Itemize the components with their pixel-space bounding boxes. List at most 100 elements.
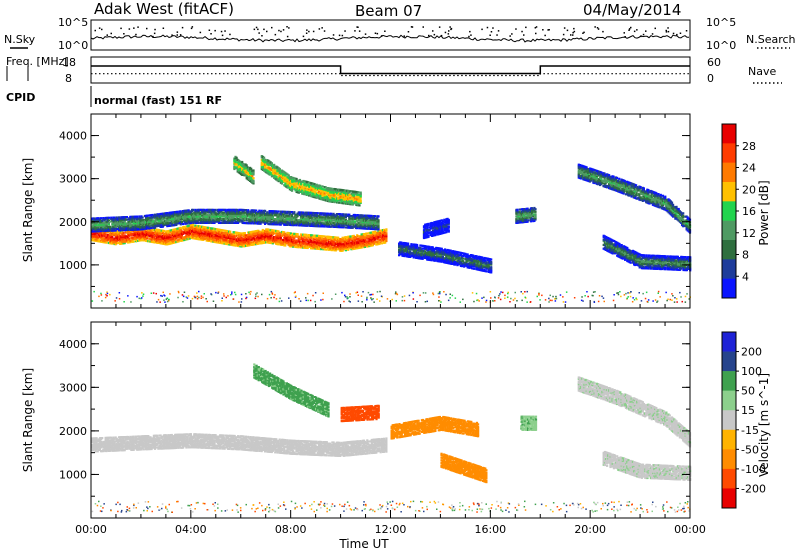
- range-gate-cell: [271, 172, 275, 175]
- range-gate-cell: [291, 179, 294, 182]
- range-gate-cell: [214, 237, 217, 240]
- range-gate-cell: [229, 238, 232, 241]
- range-gate-cell: [261, 160, 264, 164]
- range-gate-cell: [258, 209, 261, 212]
- freq-label: Freq. [MHz]: [6, 55, 69, 68]
- range-gate-cell: [345, 219, 349, 223]
- range-gate-cell: [106, 239, 109, 242]
- range-gate-cell: [323, 225, 326, 228]
- range-gate-cell: [292, 217, 295, 220]
- range-gate-cell: [257, 221, 260, 224]
- range-gate-cell: [93, 238, 96, 241]
- nsearch-point: [110, 32, 112, 35]
- noise-series: [90, 26, 690, 43]
- range-gate-cell: [231, 217, 234, 221]
- range-gate-cell: [248, 241, 251, 244]
- range-gate-cell: [350, 246, 353, 249]
- range-gate-cell: [303, 240, 306, 243]
- nsearch-point: [596, 27, 599, 29]
- range-gate-cell: [197, 210, 200, 213]
- range-gate-cell: [306, 211, 309, 214]
- range-gate-cell: [276, 211, 279, 214]
- range-gate-cell: [243, 238, 246, 241]
- range-gate-cell: [310, 239, 313, 242]
- range-gate-cell: [116, 217, 119, 220]
- range-gate-cell: [310, 215, 313, 218]
- range-gate-cell: [189, 225, 192, 228]
- range-gate-cell: [330, 238, 333, 241]
- range-gate-cell: [345, 243, 349, 246]
- range-gate-cell: [385, 232, 388, 235]
- range-gate-cell: [238, 241, 241, 244]
- range-gate-cell: [335, 237, 338, 240]
- range-gate-cell: [252, 209, 255, 212]
- range-gate-cell: [369, 216, 372, 219]
- range-gate-cell: [320, 192, 323, 195]
- nsearch-point: [448, 30, 450, 32]
- range-gate-cell: [111, 230, 114, 234]
- range-gate-cell: [376, 238, 379, 241]
- range-gate-cell: [138, 235, 141, 238]
- range-gate-cell: [360, 245, 363, 248]
- range-gate-cell: [290, 213, 294, 216]
- range-gate-cell: [271, 165, 275, 168]
- range-gate-cell: [185, 221, 188, 224]
- range-gate-cell: [276, 177, 279, 181]
- range-gate-cell: [126, 227, 130, 230]
- range-gate-cell: [280, 181, 284, 184]
- nsearch-point: [422, 26, 424, 28]
- range-gate-cell: [266, 168, 269, 171]
- range-gate-cell: [310, 191, 313, 194]
- nsearch-point: [286, 26, 288, 28]
- range-gate-cell: [223, 214, 226, 217]
- range-gate-cell: [107, 241, 110, 245]
- range-gate-cell: [111, 226, 114, 230]
- range-gate-cell: [111, 237, 114, 240]
- range-gate-cell: [335, 220, 338, 223]
- range-gate-cell: [350, 226, 353, 229]
- range-gate-cell: [328, 216, 331, 219]
- range-gate-cell: [153, 222, 157, 225]
- range-gate-cell: [196, 217, 199, 221]
- range-gate-cell: [141, 226, 144, 230]
- range-gate-cell: [160, 225, 163, 228]
- range-gate-cell: [120, 220, 123, 223]
- range-gate-cell: [106, 216, 109, 219]
- nave-tick-top: 60: [707, 56, 721, 69]
- range-gate-cell: [305, 192, 308, 195]
- range-gate-cell: [325, 217, 328, 220]
- range-gate-cell: [115, 217, 118, 220]
- range-gate-cell: [301, 187, 304, 190]
- range-gate-cell: [191, 229, 194, 232]
- range-gate-cell: [324, 220, 327, 223]
- range-gate-cell: [204, 214, 207, 217]
- range-gate-cell: [369, 236, 372, 240]
- range-gate-cell: [272, 241, 276, 244]
- range-gate-cell: [146, 215, 149, 219]
- range-gate-cell: [189, 212, 192, 216]
- range-gate-cell: [289, 241, 292, 244]
- range-gate-cell: [167, 223, 170, 226]
- range-gate-cell: [206, 221, 209, 224]
- range-gate-cell: [262, 211, 265, 214]
- range-gate-cell: [156, 231, 159, 234]
- range-gate-cell: [142, 222, 145, 225]
- range-gate-cell: [287, 218, 290, 221]
- range-gate-cell: [223, 211, 226, 214]
- range-gate-cell: [333, 194, 336, 197]
- range-gate-cell: [180, 217, 183, 221]
- range-gate-cell: [271, 239, 274, 242]
- range-gate-cell: [124, 240, 127, 243]
- range-gate-cell: [180, 239, 183, 242]
- nsearch-point: [278, 29, 280, 32]
- range-gate-cell: [342, 223, 345, 226]
- range-gate-cell: [201, 229, 204, 232]
- nsearch-point: [438, 26, 441, 28]
- range-gate-cell: [262, 213, 265, 216]
- range-gate-cell: [311, 244, 314, 247]
- range-gate-cell: [112, 225, 115, 228]
- range-gate-cell: [204, 237, 207, 241]
- range-gate-cell: [302, 223, 305, 226]
- range-gate-cell: [264, 166, 267, 169]
- range-gate-cell: [252, 210, 255, 213]
